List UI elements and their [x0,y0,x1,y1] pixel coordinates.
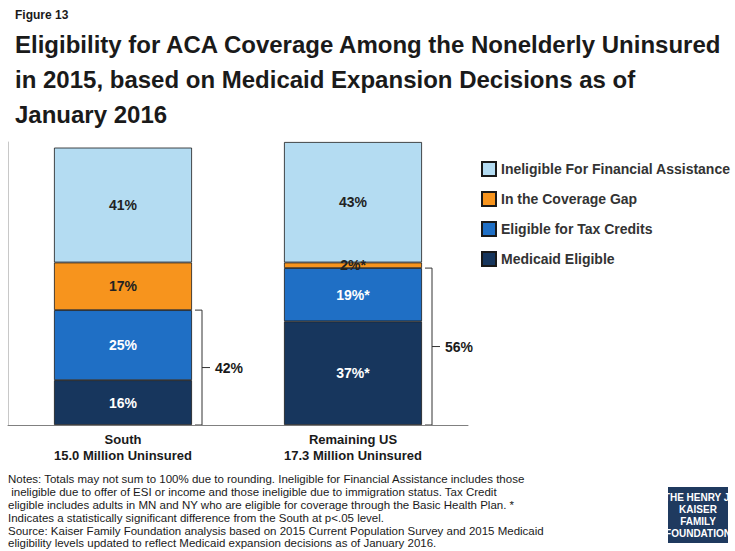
svg-text:17%: 17% [109,278,138,294]
svg-text:17.3 Million Uninsured: 17.3 Million Uninsured [284,448,422,463]
svg-text:Medicaid Eligible: Medicaid Eligible [501,251,615,267]
svg-text:Ineligible For Financial Assis: Ineligible For Financial Assistance [501,161,730,177]
svg-text:42%: 42% [215,360,244,376]
svg-text:41%: 41% [109,197,138,213]
svg-text:In the Coverage Gap: In the Coverage Gap [501,191,637,207]
svg-text:January 2016: January 2016 [15,101,167,128]
svg-text:in 2015, based on Medicaid Exp: in 2015, based on Medicaid Expansion Dec… [15,66,642,93]
svg-text:19%*: 19%* [336,287,370,303]
svg-text:Source: Kaiser Family Foundati: Source: Kaiser Family Foundation analysi… [8,525,547,537]
svg-text:South: South [105,432,142,447]
svg-text:Notes: Totals may not sum to 1: Notes: Totals may not sum to 100% due to… [8,473,524,485]
svg-text:Indicates a statistically sign: Indicates a statistically significant di… [8,512,384,524]
svg-text:16%: 16% [109,395,138,411]
svg-text:15.0 Million Uninsured: 15.0 Million Uninsured [54,448,192,463]
svg-text:Figure 13: Figure 13 [15,8,69,22]
svg-text:43%: 43% [339,194,368,210]
svg-text:FOUNDATION: FOUNDATION [665,528,731,539]
svg-text:eligibility levels updated to: eligibility levels updated to reflect Me… [8,537,436,549]
svg-text:56%: 56% [445,339,474,355]
svg-text:37%*: 37%* [336,365,370,381]
svg-text:25%: 25% [109,337,138,353]
svg-text:2%*: 2%* [340,257,366,273]
svg-text:Eligibility for ACA Coverage A: Eligibility for ACA Coverage Among the N… [15,31,727,58]
svg-text:Eligible for Tax Credits: Eligible for Tax Credits [501,221,653,237]
svg-text:THE HENRY J.: THE HENRY J. [664,492,733,503]
svg-text:Remaining US: Remaining US [309,432,397,447]
svg-text:ineligible due to offer of ESI: ineligible due to offer of ESI or income… [8,486,500,498]
svg-text:FAMILY: FAMILY [680,516,716,527]
svg-text:eligible includes adults in MN: eligible includes adults in MN and NY wh… [8,499,517,511]
svg-text:KAISER: KAISER [679,504,718,515]
